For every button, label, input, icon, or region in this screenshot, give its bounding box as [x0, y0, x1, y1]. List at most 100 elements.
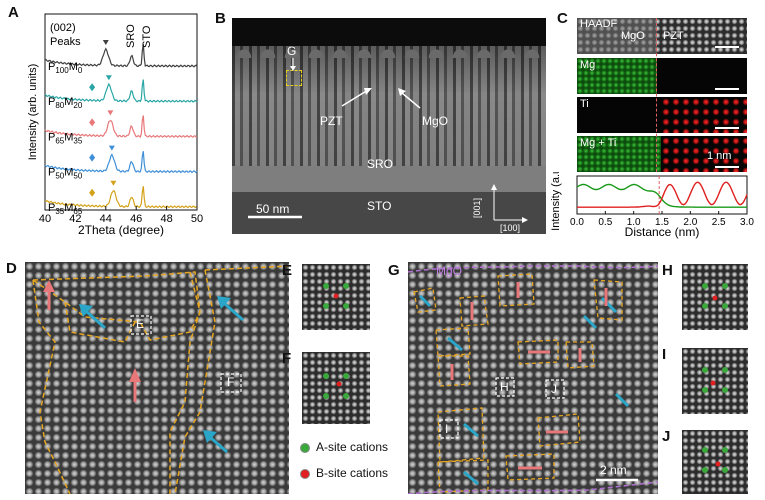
- domain-overlay-g: [408, 265, 658, 494]
- ti-label: Ti: [580, 98, 589, 110]
- eels-x-ticks: 0.0 0.5 1.0 1.5 2.0 2.5 3.0: [570, 211, 754, 228]
- xrd-diamond-marker: [89, 118, 96, 127]
- xrd-y-label: Intensity (arb. units): [27, 64, 39, 161]
- eels-x-tick-label: 2.5: [712, 217, 726, 228]
- unit-cell-j: [682, 430, 748, 494]
- eels-x-tick-label: 2.0: [683, 217, 697, 228]
- scale-bar-label: 50 nm: [256, 202, 290, 216]
- xrd-diamond-marker: [89, 188, 96, 197]
- domain-map-g: MgO H I J 2 nm: [408, 262, 658, 494]
- eels-x-tick-label: 0.0: [570, 217, 584, 228]
- mg-ti-map: Mg + Ti 1 nm: [577, 136, 747, 172]
- unit-cell-f: [302, 352, 370, 424]
- legend-a-site: A-site cations: [300, 440, 388, 454]
- mg-ti-label: Mg + Ti: [580, 137, 617, 149]
- panel-label-d: D: [6, 260, 17, 277]
- mg-label: Mg: [580, 59, 596, 71]
- region-g-label: G: [287, 44, 297, 58]
- haadf-label: HAADF: [580, 18, 618, 30]
- xrd-x-tick-label: 40: [39, 213, 51, 225]
- xrd-x-ticks: 40 42 44 46 48 50: [39, 206, 203, 225]
- domain-overlay-d: [30, 265, 289, 494]
- cross-section-image: G PZT MgO SRO STO 50 nm [001] [100]: [232, 18, 546, 234]
- sro-label: SRO: [367, 157, 394, 171]
- panel-label-e: E: [282, 262, 293, 279]
- cross-section-annotations: [248, 58, 528, 223]
- box-h-label: H: [500, 380, 509, 394]
- interface-line: [656, 18, 657, 172]
- eels-x-tick-label: 1.5: [655, 217, 669, 228]
- xrd-plot-frame: [44, 13, 198, 211]
- haadf-map: HAADF MgO PZT: [577, 18, 747, 54]
- eels-x-tick-label: 3.0: [740, 217, 754, 228]
- eels-y-label: Intensity (a.u.): [550, 172, 562, 231]
- xrd-series-group: [44, 40, 198, 209]
- xrd-annotation-peaks: Peaks: [50, 36, 81, 48]
- mg-map: Mg: [577, 58, 747, 94]
- eels-profile-chart: 0.0 0.5 1.0 1.5 2.0 2.5 3.0 Intensity (a.u.) D…: [550, 172, 754, 239]
- panel-label-g: G: [388, 262, 400, 279]
- xrd-peak-marker: [105, 75, 112, 81]
- pzt-label: PZT: [320, 114, 343, 128]
- xrd-x-tick-label: 50: [191, 213, 203, 225]
- xrd-annotation-sto: STO: [141, 25, 153, 48]
- xrd-series-label: P80M20: [48, 96, 83, 110]
- panel-label-b: B: [215, 10, 226, 27]
- b-site-text: B-site cations: [316, 466, 389, 480]
- box-f-label: F: [227, 375, 235, 389]
- region-g-box: [286, 70, 302, 86]
- axis-001-label: [001]: [472, 197, 482, 218]
- eels-ti-line: [577, 181, 748, 208]
- xrd-peak-marker: [102, 40, 109, 45]
- xrd-diamond-marker: [89, 153, 96, 162]
- a-site-marker: [300, 442, 310, 453]
- panel-label-i: I: [662, 346, 667, 363]
- xrd-x-tick-label: 48: [160, 213, 172, 225]
- panel-label-c: C: [557, 10, 568, 27]
- xrd-series-line: [44, 79, 198, 103]
- xrd-series-label: P50M50: [48, 167, 83, 181]
- sto-label: STO: [367, 199, 392, 213]
- xrd-peak-marker: [108, 145, 115, 151]
- xrd-annotation-002: (002): [50, 22, 76, 34]
- xrd-annotation-sro: SRO: [125, 24, 137, 48]
- b-site-marker: [300, 468, 310, 479]
- xrd-series-label: P65M35: [48, 131, 83, 145]
- xrd-x-label: 2Theta (degree): [78, 223, 164, 237]
- domain-map-d: E F: [25, 262, 289, 494]
- mgo-label: MgO: [422, 114, 449, 128]
- xrd-x-tick-label: 44: [100, 213, 112, 225]
- axis-100-label: [100]: [500, 223, 521, 233]
- xrd-x-tick-label: 46: [130, 213, 142, 225]
- xrd-peak-marker: [107, 110, 114, 116]
- scale-bar-g-label: 2 nm: [600, 463, 627, 477]
- box-e-label: E: [136, 317, 145, 331]
- eels-x-tick-label: 0.5: [598, 217, 612, 228]
- mg-ti-scale-label: 1 nm: [707, 150, 732, 162]
- panel-label-h: H: [662, 262, 673, 279]
- column-tops: [232, 36, 546, 58]
- xrd-x-tick-label: 42: [69, 213, 81, 225]
- eels-x-tick-label: 1.0: [627, 217, 641, 228]
- haadf-pzt-label: PZT: [663, 30, 684, 42]
- panel-label-a: A: [8, 4, 19, 21]
- xrd-series-line: [44, 115, 198, 139]
- eels-plot-frame: [576, 175, 748, 215]
- unit-cell-e: [302, 264, 370, 330]
- xrd-diamond-marker: [89, 83, 96, 92]
- columnar-texture: [232, 46, 546, 166]
- xrd-peak-marker: [110, 180, 117, 186]
- panel-label-f: F: [282, 350, 292, 367]
- legend-b-site: B-site cations: [300, 466, 388, 480]
- panel-label-j: J: [662, 428, 671, 445]
- xrd-series-label: P100M0: [48, 61, 83, 75]
- eels-x-label: Distance (nm): [625, 225, 700, 239]
- ti-map: Ti: [577, 97, 747, 133]
- box-i-label: I: [445, 422, 449, 436]
- a-site-text: A-site cations: [316, 440, 389, 454]
- xrd-series-line: [44, 43, 198, 68]
- xrd-series-line: [44, 186, 198, 209]
- xrd-series-label: P35M65: [48, 202, 83, 216]
- unit-cell-h: [682, 264, 748, 330]
- xrd-series-line: [44, 151, 198, 174]
